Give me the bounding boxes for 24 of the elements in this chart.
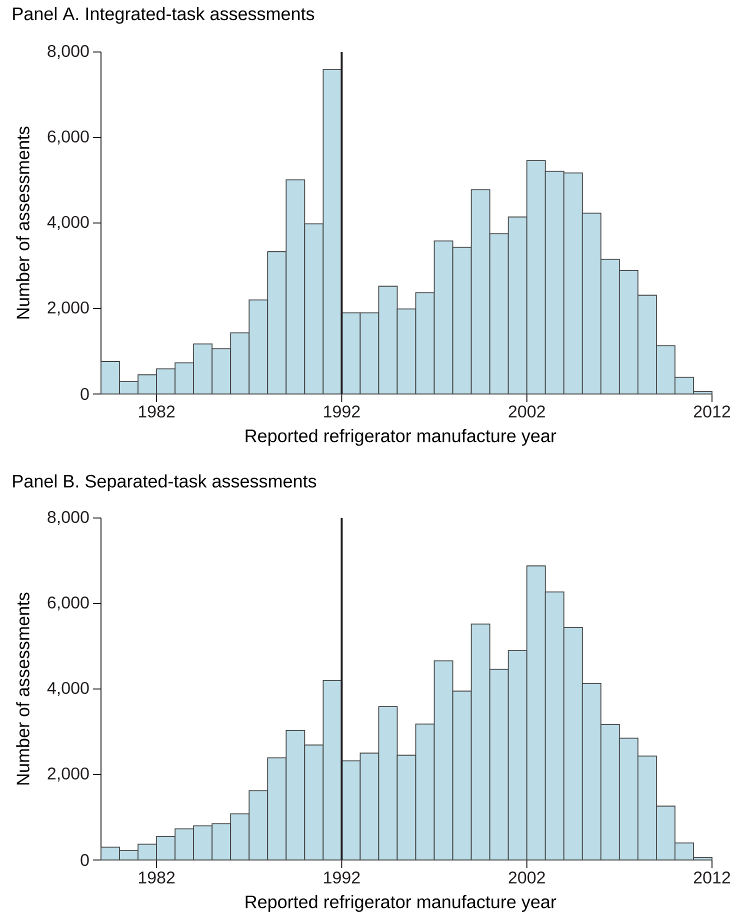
y-tick-label: 0 — [80, 854, 89, 866]
x-tick-label: 2012 — [694, 872, 730, 884]
y-tick-label: 2,000 — [48, 301, 89, 316]
x-tick-label: 2002 — [508, 406, 545, 418]
y-tick-label: 0 — [80, 388, 89, 400]
y-tick-label: 8,000 — [48, 44, 89, 60]
chart-title: Panel A. Integrated-task assessments — [13, 6, 314, 24]
y-tick-label: 8,000 — [48, 510, 89, 526]
x-tick-label: 2012 — [694, 406, 730, 418]
x-axis-title: Reported refrigerator manufacture year — [246, 429, 556, 446]
y-tick-label: 4,000 — [47, 216, 89, 230]
y-tick-label: 4,000 — [47, 682, 89, 696]
y-tick-label: 6,000 — [48, 596, 89, 611]
x-tick-label: 1992 — [324, 406, 360, 418]
y-axis-title: Number of assessments — [16, 592, 30, 785]
x-tick-label: 1982 — [138, 872, 175, 884]
y-tick-label: 6,000 — [48, 130, 89, 145]
chart-title: Panel B. Separated-task assessments — [13, 474, 316, 492]
x-tick-label: 2002 — [508, 872, 545, 884]
y-tick-label: 2,000 — [48, 767, 89, 782]
y-axis-title: Number of assessments — [16, 126, 30, 319]
x-tick-label: 1982 — [138, 406, 175, 418]
x-tick-label: 1992 — [324, 872, 360, 884]
x-axis-title: Reported refrigerator manufacture year — [246, 895, 556, 912]
